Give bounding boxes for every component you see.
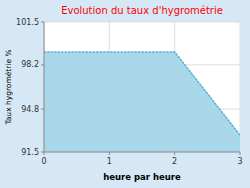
y-grid-line (44, 22, 240, 23)
x-tick-label: 1 (107, 157, 112, 166)
y-tick (41, 22, 44, 23)
x-axis-line (44, 152, 240, 153)
y-tick-label: 91.5 (21, 148, 39, 157)
x-axis-label: heure par heure (103, 172, 181, 182)
y-axis-line (44, 22, 45, 152)
x-tick (240, 152, 241, 155)
y-axis-label: Taux hygrométrie % (4, 49, 13, 125)
y-tick-label: 101.5 (16, 18, 39, 27)
y-tick-label: 94.8 (21, 105, 39, 114)
x-tick (174, 152, 175, 155)
y-grid-line (44, 152, 240, 153)
chart: 91.5 94.8 98.2 101.5 0 1 2 3 Evolution du taux d… (0, 0, 250, 188)
plot-background (44, 22, 240, 152)
title: Evolution du taux d'hygrométrie (61, 5, 223, 16)
x-tick (44, 152, 45, 155)
area (44, 52, 240, 152)
data (44, 52, 240, 152)
x-grid-line (240, 22, 241, 152)
axes: 91.5 94.8 98.2 101.5 0 1 2 3 (16, 18, 242, 167)
x-tick-label: 3 (237, 157, 242, 166)
line (44, 52, 240, 135)
x-tick-label: 2 (172, 157, 177, 166)
y-tick (41, 109, 44, 110)
y-tick (41, 64, 44, 65)
chart-container: 91.5 94.8 98.2 101.5 0 1 2 3 Evolution du taux d… (0, 0, 250, 188)
x-grid-line (44, 22, 45, 152)
y-tick-label: 98.2 (21, 60, 39, 69)
grid (44, 22, 240, 152)
x-tick-label: 0 (41, 157, 46, 166)
x-tick (109, 152, 110, 155)
